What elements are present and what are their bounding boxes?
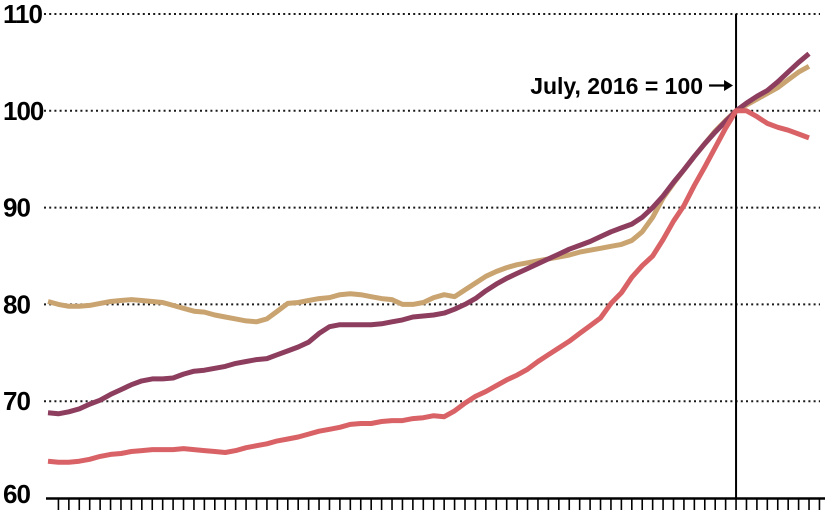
y-axis-label-110: 110 [3, 0, 42, 29]
annotation-arrow-head [724, 80, 734, 91]
series-line-red [47, 108, 810, 465]
y-axis-label-100: 100 [3, 96, 44, 126]
y-axis-label-80: 80 [3, 289, 30, 319]
annotation-july-2016: July, 2016 = 100 [530, 73, 703, 99]
y-axis-label-60: 60 [3, 479, 30, 509]
y-axis-label-90: 90 [3, 193, 30, 223]
series-line-plum [47, 51, 811, 417]
series-line-tan [47, 64, 811, 325]
y-axis-label-70: 70 [3, 386, 30, 416]
